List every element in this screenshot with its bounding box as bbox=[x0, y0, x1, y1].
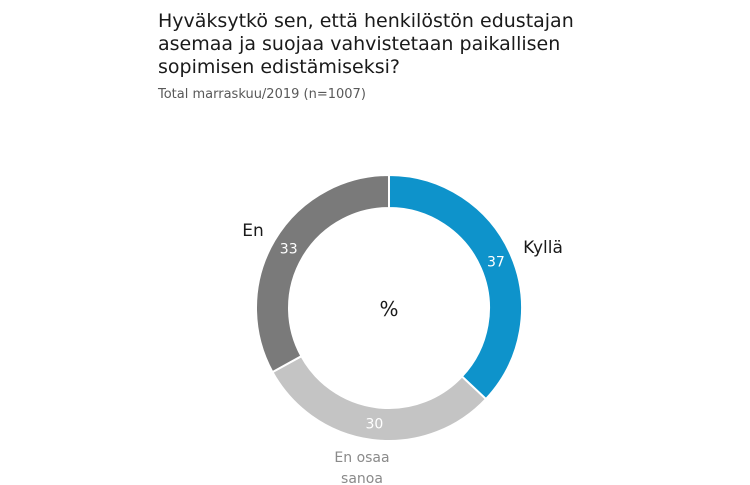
slice-value-label: 37 bbox=[487, 255, 505, 271]
slice-category-label: En osaa sanoa bbox=[334, 450, 389, 485]
slice-category-label: Kyllä bbox=[523, 238, 563, 258]
chart-title: Hyväksytkö sen, että henkilöstön edustaj… bbox=[158, 10, 574, 78]
chart-subtitle: Total marraskuu/2019 (n=1007) bbox=[158, 87, 366, 102]
slice-value-label: 33 bbox=[280, 242, 298, 258]
donut-slice bbox=[255, 173, 390, 374]
center-label: % bbox=[379, 297, 398, 321]
slice-category-label: En bbox=[242, 221, 264, 241]
donut-slice bbox=[388, 173, 523, 401]
slice-value-label: 30 bbox=[365, 417, 383, 433]
